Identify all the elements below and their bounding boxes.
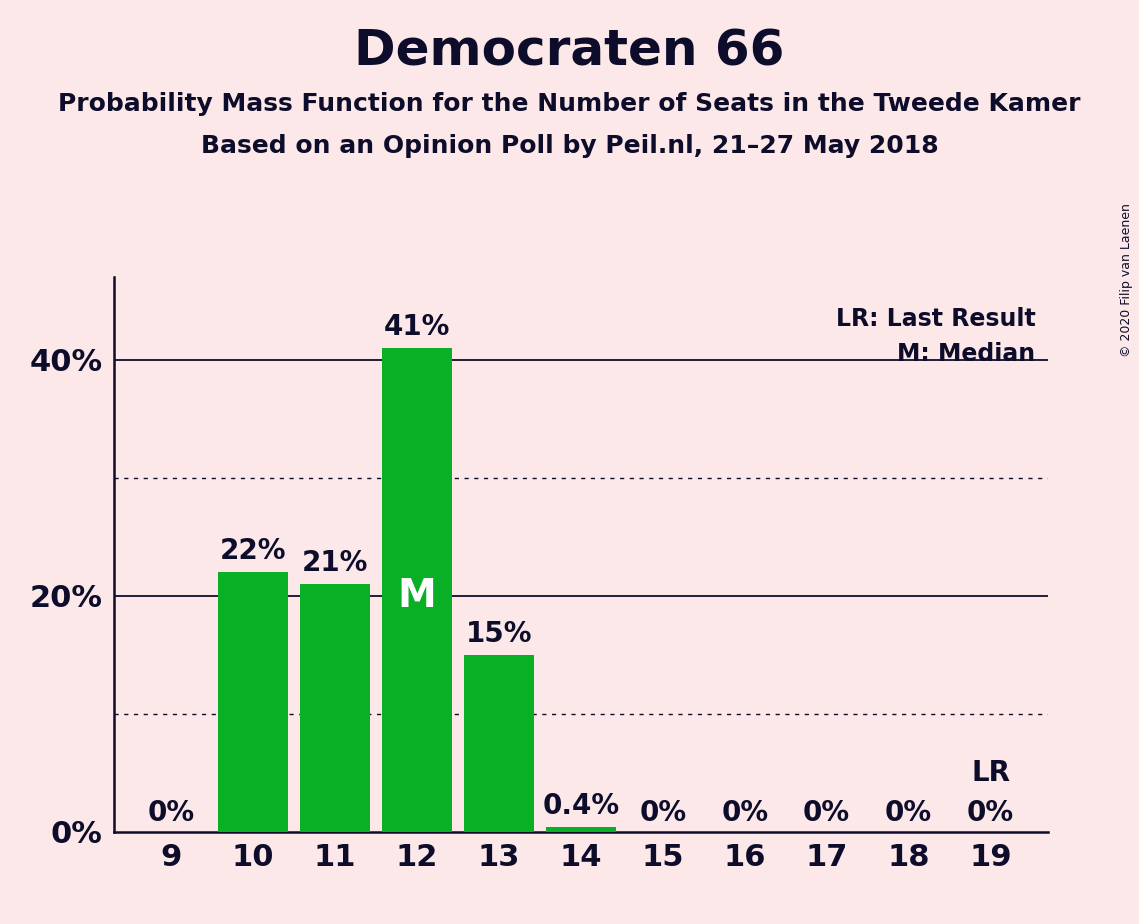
Text: 0.4%: 0.4% — [542, 792, 620, 820]
Text: 0%: 0% — [885, 799, 932, 827]
Bar — [383, 348, 452, 832]
Text: LR: Last Result: LR: Last Result — [836, 307, 1035, 331]
Text: 0%: 0% — [148, 799, 195, 827]
Text: 22%: 22% — [220, 537, 286, 565]
Bar — [546, 827, 616, 832]
Text: LR: LR — [972, 759, 1010, 786]
Text: 41%: 41% — [384, 313, 450, 341]
Text: 21%: 21% — [302, 549, 368, 577]
Bar — [464, 655, 534, 832]
Text: Probability Mass Function for the Number of Seats in the Tweede Kamer: Probability Mass Function for the Number… — [58, 92, 1081, 116]
Text: Democraten 66: Democraten 66 — [354, 28, 785, 76]
Bar — [301, 584, 370, 832]
Text: 0%: 0% — [803, 799, 850, 827]
Text: M: M — [398, 577, 436, 614]
Text: 0%: 0% — [639, 799, 687, 827]
Text: 0%: 0% — [967, 799, 1014, 827]
Text: M: Median: M: Median — [898, 342, 1035, 366]
Bar — [219, 572, 288, 832]
Text: Based on an Opinion Poll by Peil.nl, 21–27 May 2018: Based on an Opinion Poll by Peil.nl, 21–… — [200, 134, 939, 158]
Text: © 2020 Filip van Laenen: © 2020 Filip van Laenen — [1121, 203, 1133, 358]
Text: 15%: 15% — [466, 620, 532, 648]
Text: 0%: 0% — [721, 799, 769, 827]
